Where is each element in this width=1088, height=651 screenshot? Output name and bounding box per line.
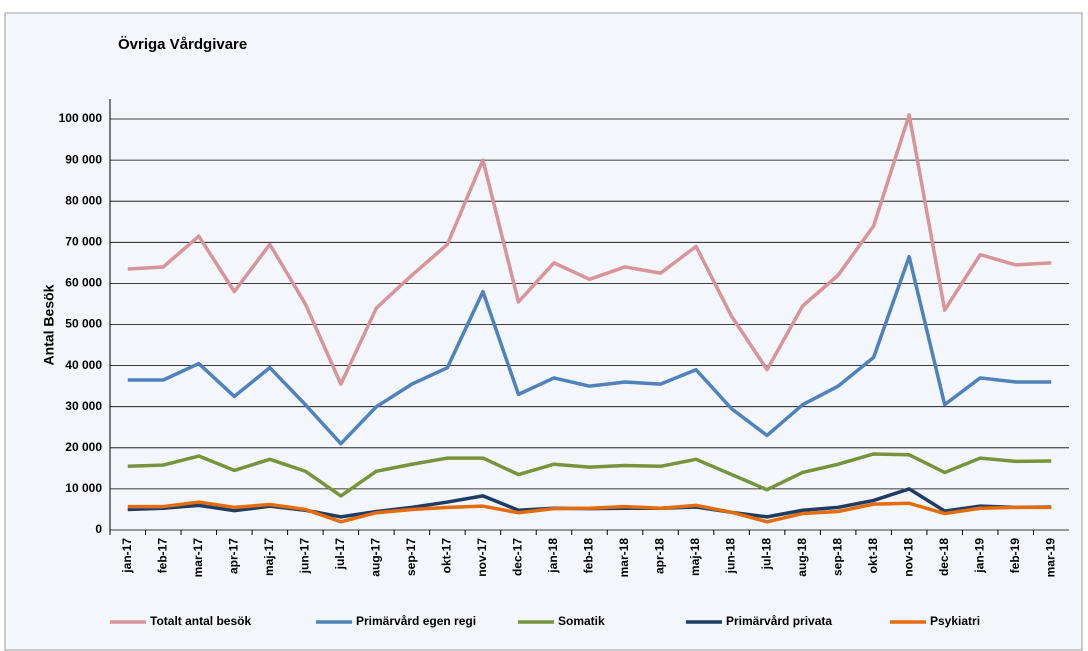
chart-title: Övriga Vårdgivare bbox=[118, 36, 247, 53]
x-tick-label: apr-17 bbox=[226, 538, 240, 574]
x-tick-label: feb-18 bbox=[582, 538, 596, 574]
y-tick-label: 100 000 bbox=[59, 111, 103, 125]
y-tick-label: 60 000 bbox=[65, 276, 102, 290]
x-tick-label: sep-18 bbox=[830, 538, 844, 576]
x-tick-label: mar-17 bbox=[191, 538, 205, 578]
y-tick-label: 80 000 bbox=[65, 193, 102, 207]
x-tick-label: aug-17 bbox=[369, 538, 383, 577]
x-tick-label: jan-17 bbox=[120, 538, 134, 574]
x-tick-label: okt-17 bbox=[440, 538, 454, 574]
series-line bbox=[127, 500, 1052, 524]
x-tick-label: apr-18 bbox=[653, 538, 667, 574]
y-tick-label: 30 000 bbox=[65, 399, 102, 413]
series-line bbox=[127, 254, 1052, 446]
y-tick-label: 70 000 bbox=[65, 234, 102, 248]
x-tick-label: jan-19 bbox=[972, 538, 986, 574]
x-tick-label: mar-19 bbox=[1043, 538, 1057, 578]
x-tick-label: maj-18 bbox=[688, 538, 702, 576]
x-tick-label: jun-18 bbox=[724, 538, 738, 575]
legend-label: Primärvård egen regi bbox=[356, 614, 476, 628]
x-tick-label: dec-17 bbox=[511, 538, 525, 576]
legend-label: Psykiatri bbox=[930, 614, 980, 628]
y-tick-label: 0 bbox=[95, 522, 102, 536]
legend-label: Somatik bbox=[558, 614, 605, 628]
legend-label: Primärvård privata bbox=[726, 614, 832, 628]
x-tick-label: nov-17 bbox=[475, 538, 489, 577]
series-line bbox=[127, 113, 1052, 386]
x-tick-label: jun-17 bbox=[298, 538, 312, 575]
y-axis-label: Antal Besök bbox=[41, 284, 57, 365]
x-tick-label: nov-18 bbox=[901, 538, 915, 577]
y-tick-label: 90 000 bbox=[65, 152, 102, 166]
x-tick-label: feb-17 bbox=[155, 538, 169, 574]
x-tick-label: aug-18 bbox=[795, 538, 809, 577]
x-tick-label: jul-18 bbox=[759, 538, 773, 571]
x-tick-label: dec-18 bbox=[937, 538, 951, 576]
y-tick-label: 20 000 bbox=[65, 440, 102, 454]
series-line bbox=[127, 452, 1052, 498]
x-tick-label: jan-18 bbox=[546, 538, 560, 574]
x-tick-label: maj-17 bbox=[262, 538, 276, 576]
x-tick-label: jul-17 bbox=[333, 538, 347, 571]
legend-label: Totalt antal besök bbox=[150, 614, 251, 628]
y-tick-label: 10 000 bbox=[65, 481, 102, 495]
x-tick-label: feb-19 bbox=[1008, 538, 1022, 574]
x-tick-label: sep-17 bbox=[404, 538, 418, 576]
y-tick-label: 40 000 bbox=[65, 358, 102, 372]
y-tick-label: 50 000 bbox=[65, 317, 102, 331]
x-tick-label: okt-18 bbox=[866, 538, 880, 574]
x-tick-label: mar-18 bbox=[617, 538, 631, 578]
